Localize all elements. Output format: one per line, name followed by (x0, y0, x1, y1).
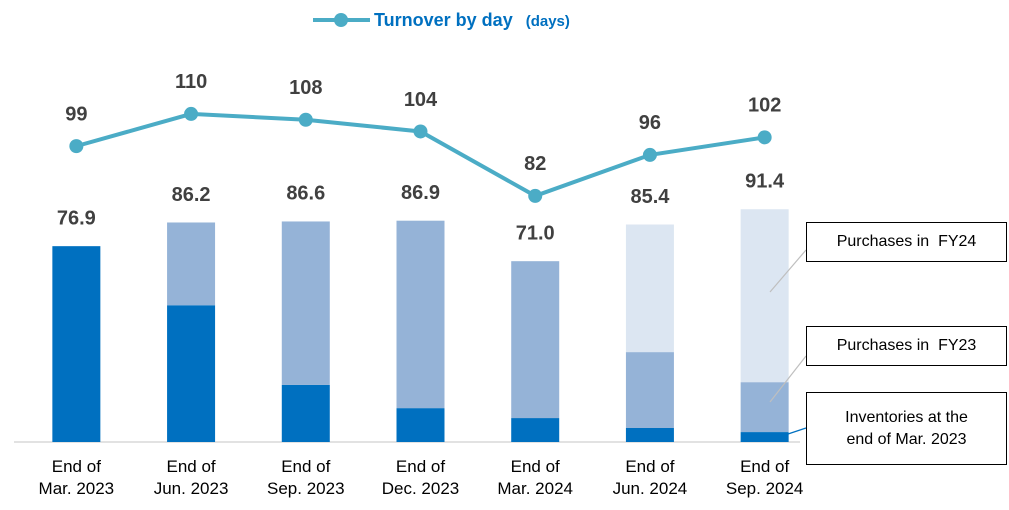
bar-segment (511, 418, 560, 442)
bar-segment (167, 305, 216, 442)
x-tick-label: End of Jun. 2023 (153, 457, 229, 498)
bar-segment (167, 222, 216, 306)
bar-segment (281, 384, 330, 442)
legend-label: Turnover by day (374, 10, 513, 30)
line-value-label: 99 (65, 103, 87, 125)
x-tick-label: End of Sep. 2023 (267, 457, 345, 498)
series-callout: Inventories at the end of Mar. 2023 (806, 392, 1007, 465)
total-label: 86.2 (172, 184, 211, 206)
line-marker (413, 124, 428, 139)
line-marker (184, 106, 199, 121)
line-value-label: 104 (404, 89, 438, 111)
bar-segment (511, 261, 560, 419)
bar-segment (625, 224, 674, 353)
bar-segment (52, 246, 101, 442)
x-tick-label: End of Mar. 2024 (497, 457, 573, 498)
line-marker (298, 112, 313, 127)
x-tick-label: End of Sep. 2024 (725, 457, 804, 498)
total-label: 71.0 (516, 222, 555, 244)
line-value-label: 108 (289, 77, 322, 99)
bar-segment (625, 352, 674, 428)
bar-segment (740, 209, 789, 383)
line-value-label: 96 (639, 112, 661, 134)
legend-marker (334, 13, 348, 27)
series-callout: Purchases in FY23 (806, 326, 1007, 366)
line-value-label: 82 (524, 153, 546, 175)
bar-segment (281, 221, 330, 385)
series-callout-text: Inventories at the end of Mar. 2023 (845, 408, 968, 448)
callout-line (769, 249, 807, 293)
bar-segment (740, 382, 789, 433)
total-label: 86.9 (401, 182, 440, 204)
bar-segment (396, 408, 445, 442)
total-label: 86.6 (286, 183, 325, 205)
x-tick-label: End of Jun. 2024 (612, 457, 688, 498)
total-label: 91.4 (745, 171, 785, 193)
bar-segment (625, 427, 674, 442)
line-marker (642, 147, 657, 162)
line-marker (528, 188, 543, 203)
line-value-label: 102 (748, 95, 781, 117)
callout-line (775, 427, 807, 439)
x-tick-label: End of Dec. 2023 (381, 457, 460, 498)
line-marker (69, 139, 84, 154)
line-value-label: 110 (175, 71, 207, 93)
x-tick-label: End of Mar. 2023 (38, 457, 115, 498)
bar-segment (740, 432, 789, 442)
legend-unit: (days) (526, 13, 570, 30)
series-callout: Purchases in FY24 (806, 222, 1007, 262)
line-marker (757, 130, 772, 145)
callout-line (769, 355, 807, 403)
total-label: 76.9 (57, 207, 96, 229)
total-label: 85.4 (630, 186, 670, 208)
bar-segment (396, 220, 445, 409)
